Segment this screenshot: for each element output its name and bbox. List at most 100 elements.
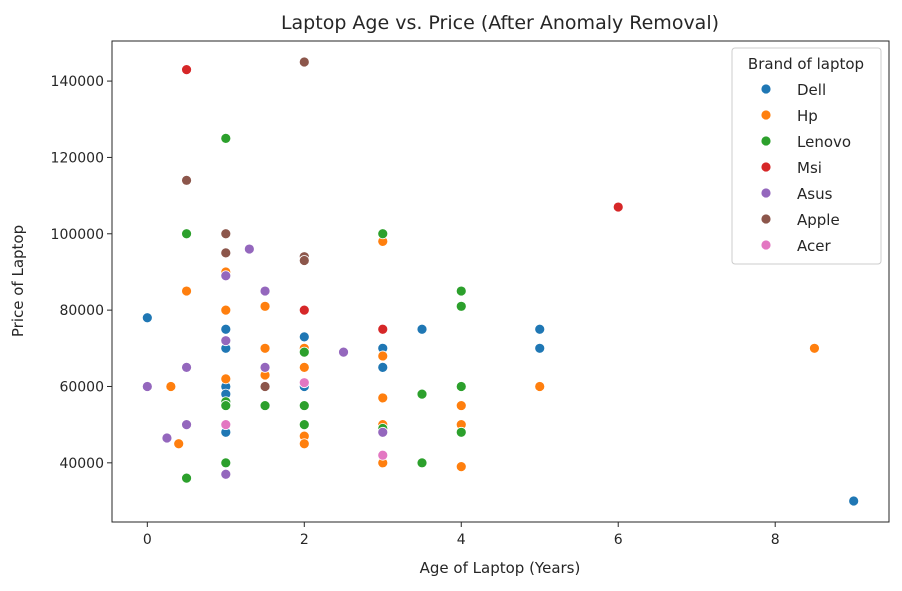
y-tick-label: 100000 [51,227,104,243]
y-axis-label: Price of Laptop [9,225,27,337]
x-axis-label: Age of Laptop (Years) [420,559,581,577]
y-tick-label: 60000 [59,379,104,395]
data-point-lenovo [298,346,310,358]
data-point-dell [220,323,232,335]
data-point-lenovo [416,388,428,400]
legend-marker-hp [760,109,772,121]
data-point-lenovo [455,300,467,312]
data-point-asus [338,346,349,358]
x-tick-label: 8 [771,532,780,548]
x-tick-label: 6 [614,532,623,548]
x-axis: 0 2 4 6 8 [143,522,780,548]
data-point-hp [534,381,546,392]
data-point-hp [377,350,389,362]
legend-marker-apple [760,213,772,225]
legend-title: Brand of laptop [748,55,864,73]
data-point-acer [220,419,232,431]
data-point-dell [377,361,389,373]
data-point-asus [220,468,232,480]
legend-marker-lenovo [760,135,772,147]
data-point-apple [259,381,271,392]
plot-area-frame [111,40,890,523]
data-point-hp [181,285,192,297]
data-point-dell [141,312,153,324]
legend-marker-dell [760,83,772,95]
data-point-dell [298,331,310,343]
data-point-asus [377,426,389,438]
legend-items: Dell Hp Lenovo Msi Asus Apple Acer [760,81,851,255]
data-point-acer [298,377,310,389]
data-point-lenovo [455,285,467,297]
data-point-asus [259,361,271,373]
data-point-apple [298,255,310,266]
data-point-asus [141,381,153,392]
y-tick-label: 40000 [59,456,104,472]
y-tick-label: 80000 [59,303,104,319]
data-point-hp [455,400,467,411]
data-point-lenovo [298,419,310,431]
data-point-apple [220,247,232,259]
legend-marker-acer [760,239,772,251]
data-point-msi [298,304,310,316]
legend-label-acer: Acer [797,237,831,255]
data-point-asus [220,270,232,282]
data-point-dell [534,342,546,354]
x-tick-label: 2 [300,532,309,548]
x-tick-label: 0 [143,532,152,548]
data-point-lenovo [416,457,428,469]
data-point-hp [259,300,271,312]
data-point-lenovo [298,400,310,411]
data-point-lenovo [181,228,192,240]
legend-label-msi: Msi [797,159,822,177]
data-point-acer [377,449,389,461]
legend-marker-asus [760,187,772,199]
data-point-hp [220,304,232,316]
data-point-hp [455,461,467,473]
legend-label-lenovo: Lenovo [797,133,851,151]
legend-label-asus: Asus [797,185,833,203]
data-point-lenovo [220,132,232,144]
y-tick-label: 140000 [51,74,104,90]
data-point-lenovo [259,400,271,411]
y-tick-label: 120000 [51,150,104,166]
data-point-hp [259,342,271,354]
data-point-asus [181,419,192,431]
data-point-asus [161,432,173,444]
data-point-lenovo [220,457,232,469]
data-point-msi [377,323,389,335]
data-point-lenovo [181,472,192,484]
legend-label-hp: Hp [797,107,818,125]
data-point-dell [534,323,546,335]
data-point-hp [173,438,185,450]
data-point-dell [416,323,428,335]
x-tick-label: 4 [457,532,466,548]
data-point-asus [243,243,255,255]
legend-label-apple: Apple [797,211,840,229]
legend-box [731,47,882,265]
data-point-asus [181,361,192,373]
legend-label-dell: Dell [797,81,826,99]
data-point-msi [181,64,192,76]
y-axis: 40000 60000 80000 100000 120000 140000 [51,74,112,472]
data-point-apple [220,228,232,240]
data-point-apple [181,174,192,186]
chart-title: Laptop Age vs. Price (After Anomaly Remo… [281,12,719,34]
data-points [141,56,860,507]
data-point-lenovo [455,381,467,392]
data-point-hp [377,392,389,404]
data-point-hp [809,342,820,354]
data-point-lenovo [377,228,389,240]
data-point-lenovo [220,400,232,411]
data-point-asus [220,335,232,347]
data-point-hp [298,438,310,450]
data-point-hp [298,361,310,373]
data-point-hp [165,381,177,392]
data-point-msi [612,201,624,213]
data-point-lenovo [455,426,467,438]
data-point-dell [848,495,860,507]
data-point-asus [259,285,271,297]
chart-legend: Brand of laptop Dell Hp Lenovo Msi Asus Apple… [731,47,882,265]
data-point-apple [298,56,310,68]
